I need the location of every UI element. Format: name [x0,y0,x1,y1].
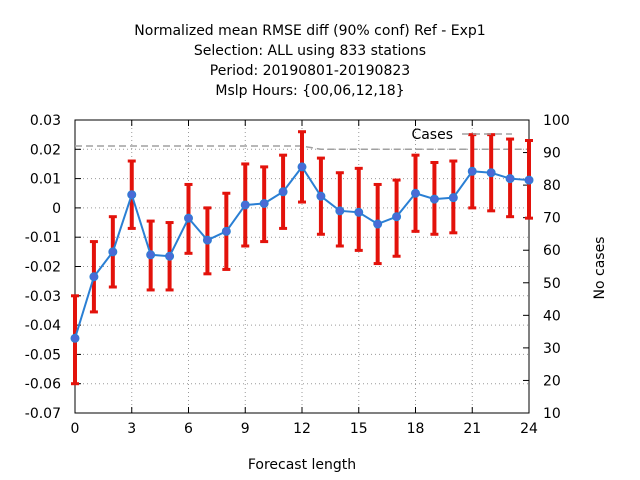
y2-tick-label: 80 [543,178,561,194]
data-point [165,251,175,261]
data-point [486,168,496,178]
y2-tick-label: 70 [543,211,561,227]
y-tick-label: -0.04 [25,318,61,334]
x-tick-label: 9 [241,421,250,437]
x-tick-label: 15 [350,421,368,437]
y2-tick-label: 50 [543,276,561,292]
y-tick-label: -0.05 [25,347,61,363]
legend-label: Cases [411,127,453,143]
x-axis-label: Forecast length [248,457,356,473]
data-point [392,212,402,222]
x-tick-label: 24 [520,421,538,437]
data-point [278,187,288,197]
y2-tick-label: 90 [543,146,561,162]
data-point [184,213,193,223]
data-point [70,333,80,343]
data-point [411,188,420,198]
y-tick-label: -0.03 [25,289,61,305]
title-line: Normalized mean RMSE diff (90% conf) Ref… [134,23,485,39]
data-point [335,206,345,216]
x-tick-label: 3 [127,421,136,437]
x-tick-label: 18 [407,421,425,437]
y-tick-label: 0.03 [30,113,61,129]
y2-tick-label: 10 [543,406,561,422]
chart-title: Normalized mean RMSE diff (90% conf) Ref… [134,23,485,99]
y2-tick-label: 60 [543,243,561,259]
y-tick-label: -0.02 [25,260,61,276]
x-tick-label: 6 [184,421,193,437]
data-point [240,200,250,210]
y-tick-label: 0.02 [30,142,61,158]
data-point [202,235,212,245]
x-tick-label: 0 [71,421,80,437]
title-line: Selection: ALL using 833 stations [194,43,426,59]
data-point [297,162,307,172]
data-point [259,199,269,209]
data-point [524,175,534,185]
x-axis-ticks: 0 3 6 9 12 15 18 21 24 [71,120,538,437]
y2-axis-label: No cases [592,237,608,300]
y2-tick-label: 20 [543,373,561,389]
data-point [448,193,458,203]
y-tick-label: 0.01 [30,172,61,188]
title-line: Period: 20190801-20190823 [210,63,410,79]
y-tick-label: -0.01 [25,230,61,246]
x-tick-label: 12 [293,421,311,437]
data-point [127,190,137,200]
data-point [373,219,383,229]
y-axis-ticks: -0.07 -0.06 -0.05 -0.04 -0.03 -0.02 -0.01 0 0.01… [25,113,81,422]
y-tick-label: 0 [52,201,61,217]
data-point [505,174,515,184]
data-point [221,226,231,236]
y2-axis-ticks: 10 20 30 40 50 60 70 80 90 100 [523,113,570,422]
title-line: Mslp Hours: {00,06,12,18} [215,83,404,99]
y-tick-label: -0.06 [25,377,61,393]
data-point [89,272,99,282]
data-point [429,194,439,204]
x-tick-label: 21 [463,421,481,437]
data-point [316,191,326,201]
data-point [467,166,477,176]
y2-tick-label: 40 [543,308,561,324]
data-point [146,250,156,260]
data-point [108,247,118,257]
y2-tick-label: 30 [543,341,561,357]
y-tick-label: -0.07 [25,406,61,422]
data-point [354,207,364,217]
y2-tick-label: 100 [543,113,570,129]
legend: Cases [411,127,512,143]
rmse-diff-series [70,162,534,343]
